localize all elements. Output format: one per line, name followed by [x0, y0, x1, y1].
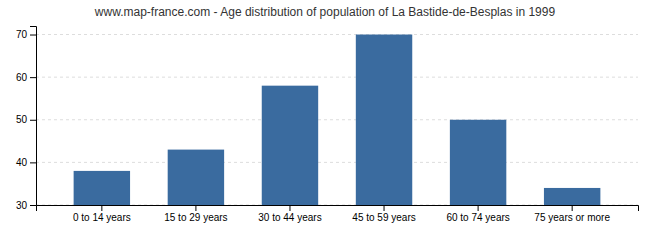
- tick-label: 60 to 74 years: [446, 212, 509, 223]
- grid-line: [36, 119, 638, 120]
- tick-label: 75 years or more: [534, 212, 610, 223]
- tick-label: 60: [16, 72, 28, 83]
- tick-label: 50: [16, 114, 28, 125]
- tick-label: 70: [16, 29, 28, 40]
- tick: 75 years or more: [534, 205, 610, 223]
- tick-label: 45 to 59 years: [352, 212, 415, 223]
- y-axis: 30 40 50 60 70: [16, 27, 37, 211]
- tick-mark: [30, 205, 36, 206]
- tick-mark: [195, 205, 196, 211]
- grid-line: [36, 34, 638, 35]
- bar: [544, 188, 600, 205]
- tick-label: 30 to 44 years: [258, 212, 321, 223]
- tick: 70: [16, 29, 36, 40]
- tick-mark: [30, 35, 36, 36]
- grid-line: [36, 162, 638, 163]
- chart-svg: www.map-france.com - Age distribution of…: [0, 0, 650, 229]
- bar: [450, 120, 506, 205]
- tick-mark: [289, 205, 290, 211]
- tick: 40: [16, 157, 36, 168]
- chart-container: www.map-france.com - Age distribution of…: [0, 0, 650, 229]
- grid-line: [36, 77, 638, 78]
- tick-mark: [30, 77, 36, 78]
- bar: [74, 171, 130, 205]
- bar: [168, 150, 224, 205]
- tick: 15 to 29 years: [164, 205, 227, 223]
- tick-label: 40: [16, 157, 28, 168]
- tick-label: 30: [16, 200, 28, 211]
- chart-title: www.map-france.com - Age distribution of…: [94, 5, 556, 19]
- tick: 0 to 14 years: [73, 205, 131, 223]
- marks: [74, 35, 601, 205]
- tick: 50: [16, 114, 36, 125]
- tick: 60 to 74 years: [446, 205, 509, 223]
- tick-mark: [478, 205, 479, 211]
- tick-mark: [30, 162, 36, 163]
- axis-line: [30, 27, 37, 206]
- tick-mark: [30, 120, 36, 121]
- tick-mark: [572, 205, 573, 211]
- tick-label: 15 to 29 years: [164, 212, 227, 223]
- bar: [262, 86, 318, 205]
- tick-mark: [101, 205, 102, 211]
- plot-area: 30 40 50 60 70 0 to 14 years 15 to 29 years 30 …: [16, 27, 639, 229]
- bar: [356, 35, 412, 205]
- tick: 30 to 44 years: [258, 205, 321, 223]
- tick: 30: [16, 200, 36, 211]
- tick-mark: [384, 205, 385, 211]
- tick: 60: [16, 72, 36, 83]
- axis-line: [37, 206, 639, 212]
- x-axis: 0 to 14 years 15 to 29 years 30 to 44 year…: [37, 205, 639, 223]
- tick: 45 to 59 years: [352, 205, 415, 223]
- tick-label: 0 to 14 years: [73, 212, 131, 223]
